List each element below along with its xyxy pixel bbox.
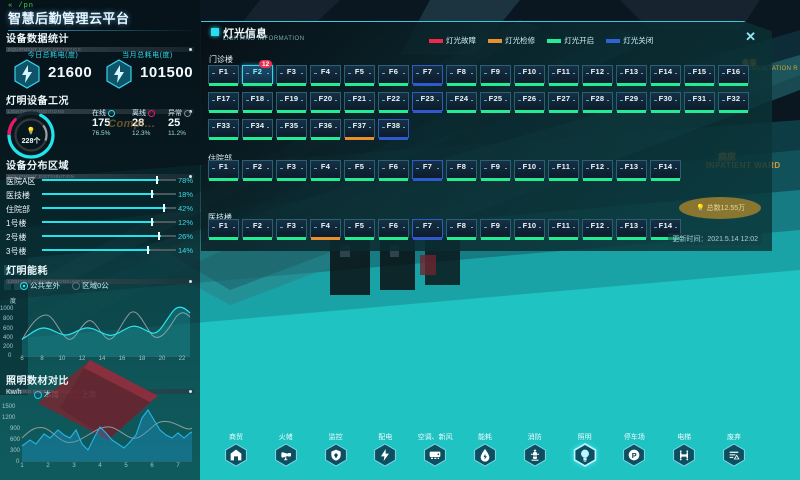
svg-text:1000: 1000 [0, 306, 14, 312]
svg-text:4: 4 [98, 463, 102, 468]
svg-text:5: 5 [124, 463, 128, 468]
svg-text:300: 300 [10, 448, 21, 454]
svg-text:900: 900 [10, 426, 21, 432]
svg-text:600: 600 [10, 437, 21, 443]
svg-text:6: 6 [150, 463, 154, 468]
svg-text:800: 800 [3, 316, 14, 322]
svg-text:3: 3 [72, 463, 76, 468]
svg-text:💡: 💡 [27, 126, 36, 135]
svg-text:度: 度 [10, 297, 16, 305]
svg-text:1: 1 [20, 463, 24, 468]
svg-text:400: 400 [3, 335, 14, 341]
svg-text:7: 7 [176, 463, 180, 468]
svg-text:22: 22 [179, 356, 186, 360]
svg-text:1200: 1200 [2, 415, 16, 421]
svg-text:1500: 1500 [2, 404, 16, 410]
svg-text:P: P [632, 451, 637, 460]
svg-text:200: 200 [3, 344, 14, 350]
svg-text:600: 600 [3, 326, 14, 332]
svg-text:2: 2 [46, 463, 50, 468]
svg-text:0: 0 [8, 353, 12, 359]
svg-text:228个: 228个 [22, 136, 42, 145]
